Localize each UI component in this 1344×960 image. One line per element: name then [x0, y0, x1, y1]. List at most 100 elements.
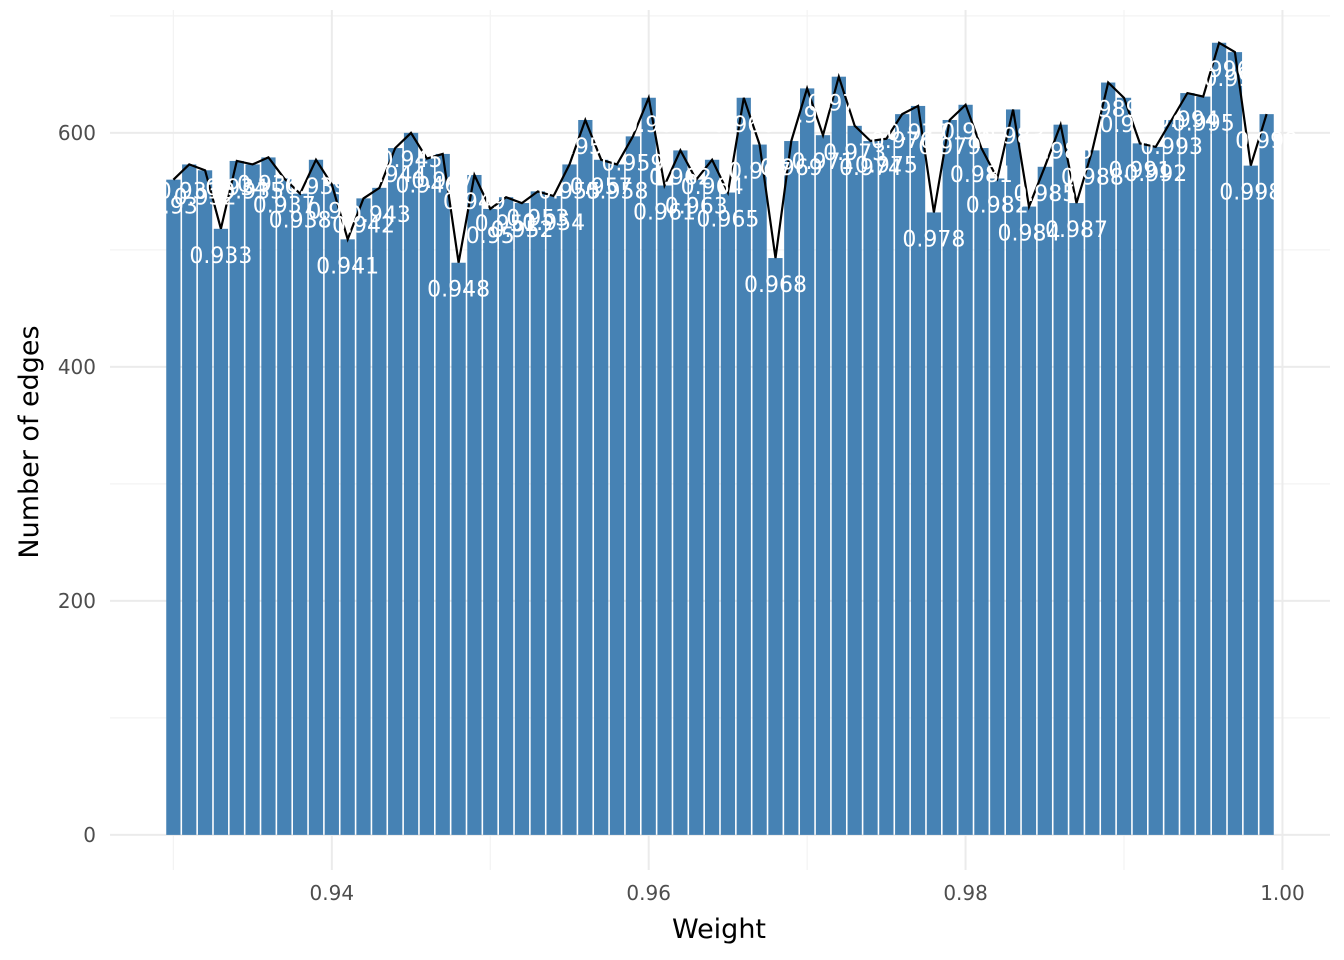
data-label: 0.945	[380, 148, 443, 173]
bar	[451, 262, 466, 835]
bar	[419, 158, 435, 835]
data-label: 0.966	[712, 113, 775, 138]
data-label: 0.964	[681, 175, 744, 200]
y-tick-label: 600	[58, 121, 96, 145]
data-label: 0.931	[158, 179, 221, 204]
bar	[197, 170, 213, 835]
bar	[578, 119, 593, 835]
bar	[768, 258, 783, 835]
bar	[356, 198, 371, 835]
x-tick-label: 1.00	[1260, 881, 1305, 905]
x-tick-label: 0.94	[310, 881, 355, 905]
data-label: 0.935	[221, 179, 284, 204]
bar	[784, 141, 799, 835]
data-label: 0.969	[760, 156, 823, 181]
data-label: 0.99	[1100, 113, 1149, 138]
bar	[1021, 206, 1037, 835]
bar	[166, 179, 181, 835]
bar	[1211, 42, 1227, 835]
data-label: 0.932	[174, 185, 237, 210]
data-label: 0.963	[665, 195, 728, 220]
bar	[704, 159, 720, 835]
bar	[340, 239, 355, 835]
data-label: 0.974	[839, 156, 902, 181]
data-label: 0.976	[871, 129, 934, 154]
bar	[1101, 82, 1116, 835]
bar	[1243, 165, 1258, 835]
data-label: 0.968	[744, 273, 807, 298]
data-label: 0.997	[1203, 67, 1266, 92]
bar	[530, 191, 545, 835]
data-label: 0.948	[427, 278, 490, 303]
data-label: 0.947	[411, 169, 474, 194]
bar	[910, 105, 926, 835]
x-axis-title: Weight	[672, 914, 766, 945]
bar	[403, 132, 419, 835]
data-label: 0.953	[506, 206, 569, 231]
data-label: 0.95	[466, 224, 515, 249]
data-label: 0.975	[855, 154, 918, 179]
bar	[863, 141, 878, 835]
data-label: 0.971	[791, 150, 854, 175]
bar	[1164, 119, 1179, 835]
bar	[752, 144, 767, 835]
bar	[1053, 124, 1068, 835]
data-label: 0.999	[1235, 129, 1298, 154]
bar	[229, 160, 244, 835]
bar	[372, 187, 387, 835]
data-label: 0.962	[649, 165, 712, 190]
y-tick-label: 400	[58, 355, 96, 379]
bar	[1132, 143, 1147, 835]
bar	[1227, 52, 1243, 835]
bar	[831, 76, 846, 835]
bar	[625, 136, 640, 835]
data-label: 0.972	[807, 92, 870, 117]
bar	[689, 179, 704, 835]
data-label: 0.961	[633, 201, 696, 226]
data-label: 0.994	[1156, 108, 1219, 133]
data-label: 0.936	[237, 172, 300, 197]
data-label: 0.967	[728, 160, 791, 185]
data-label: 0.993	[1140, 135, 1203, 160]
bar	[324, 184, 339, 835]
data-label: 0.981	[950, 163, 1013, 188]
bar	[182, 164, 197, 835]
bar	[1037, 166, 1052, 835]
data-label: 0.991	[1108, 158, 1171, 183]
data-label: 0.934	[205, 176, 268, 201]
bar	[641, 97, 656, 835]
data-label: 0.942	[332, 213, 395, 238]
bar	[1116, 97, 1132, 835]
data-label: 0.949	[443, 190, 506, 215]
data-label: 0.96	[624, 113, 673, 138]
bar	[245, 164, 260, 835]
x-tick-label: 0.98	[943, 881, 988, 905]
bar	[594, 159, 609, 835]
bar	[308, 159, 324, 835]
y-axis-title: Number of edges	[14, 325, 45, 558]
data-label: 0.973	[823, 141, 886, 166]
data-label: 0.941	[316, 254, 379, 279]
bar	[388, 148, 403, 835]
data-label: 0.965	[696, 208, 759, 233]
bar	[974, 148, 989, 835]
bar	[609, 164, 625, 835]
data-label: 0.982	[966, 193, 1029, 218]
series-line	[172, 41, 1268, 263]
bar	[213, 228, 229, 835]
bar	[800, 88, 815, 835]
bar	[1069, 203, 1084, 835]
bar	[926, 212, 942, 835]
data-label: 0.955	[538, 179, 601, 204]
bar	[942, 119, 957, 835]
bar	[1259, 114, 1274, 835]
data-label: 0.933	[189, 244, 252, 269]
data-label: 0.956	[554, 135, 617, 160]
data-label: 0.978	[902, 227, 965, 252]
y-tick-label: 0	[83, 823, 96, 847]
data-label: 0.98	[941, 120, 990, 145]
tick-labels: 0.94 0.96 0.98 1.00 0 200 400 600	[58, 121, 1305, 905]
data-label: 0.996	[1188, 58, 1251, 83]
